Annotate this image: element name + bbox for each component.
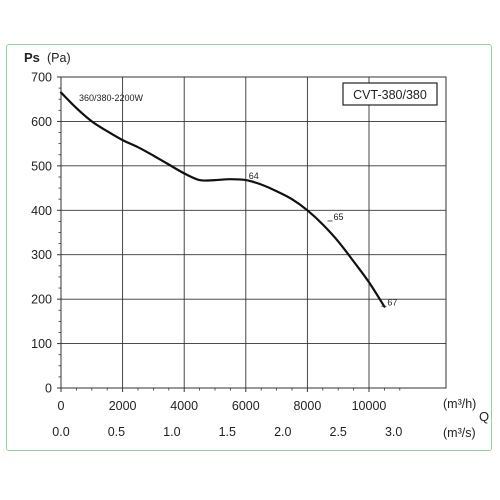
y-tick-label: 700 bbox=[31, 71, 52, 85]
annotation-label: 65 bbox=[334, 212, 344, 222]
y-tick-label: 600 bbox=[31, 115, 52, 129]
x-tick-label-m3h: 8000 bbox=[293, 399, 321, 413]
x-tick-labels-m3s: 0.0 0.5 1.0 1.5 2.0 2.5 3.0 bbox=[52, 425, 402, 439]
x-tick-label-m3s: 1.0 bbox=[163, 425, 180, 439]
y-tick-labels: 0 100 200 300 400 500 600 700 bbox=[31, 71, 52, 396]
x-tick-label-m3s: 1.5 bbox=[219, 425, 236, 439]
y-tick-label: 500 bbox=[31, 159, 52, 173]
y-axis-unit: (Pa) bbox=[47, 51, 71, 65]
title-box bbox=[342, 82, 438, 106]
y-tick-label: 400 bbox=[31, 204, 52, 218]
annotations: 64 65 67 bbox=[242, 171, 397, 307]
x-tick-label-m3h: 0 bbox=[58, 399, 65, 413]
chart-frame bbox=[6, 44, 492, 451]
x-tick-label-m3s: 2.5 bbox=[330, 425, 347, 439]
x-axis-title: Q bbox=[479, 409, 489, 424]
x-tick-labels-m3h: 0 2000 4000 6000 8000 10000 bbox=[58, 399, 387, 413]
x-tick-label-m3s: 3.0 bbox=[385, 425, 402, 439]
x-tick-label-m3s: 0.0 bbox=[52, 425, 69, 439]
y-tick-label: 200 bbox=[31, 293, 52, 307]
x-tick-label-m3h: 2000 bbox=[109, 399, 137, 413]
y-axis-title: Ps bbox=[24, 50, 40, 65]
x-axis-unit-m3h: (m³/h) bbox=[443, 397, 476, 411]
y-tick-label: 0 bbox=[45, 382, 52, 396]
x-tick-label-m3s: 2.0 bbox=[274, 425, 291, 439]
annotation-label: 64 bbox=[249, 171, 259, 181]
series-label: 360/380-2200W bbox=[79, 93, 144, 103]
performance-curve bbox=[59, 91, 386, 308]
series-group bbox=[59, 91, 386, 308]
grid-lines bbox=[60, 76, 446, 389]
x-tick-label-m3h: 4000 bbox=[170, 399, 198, 413]
x-tick-label-m3s: 0.5 bbox=[108, 425, 125, 439]
y-tick-label: 300 bbox=[31, 248, 52, 262]
chart-title: CVT-380/380 bbox=[353, 88, 427, 102]
annotation-label: 67 bbox=[387, 297, 397, 307]
y-tick-label: 100 bbox=[31, 337, 52, 351]
plot-area-border bbox=[60, 76, 447, 389]
axes bbox=[57, 76, 447, 392]
x-axis-unit-m3s: (m³/s) bbox=[443, 426, 476, 440]
x-tick-label-m3h: 6000 bbox=[232, 399, 260, 413]
x-tick-label-m3h: 10000 bbox=[352, 399, 387, 413]
